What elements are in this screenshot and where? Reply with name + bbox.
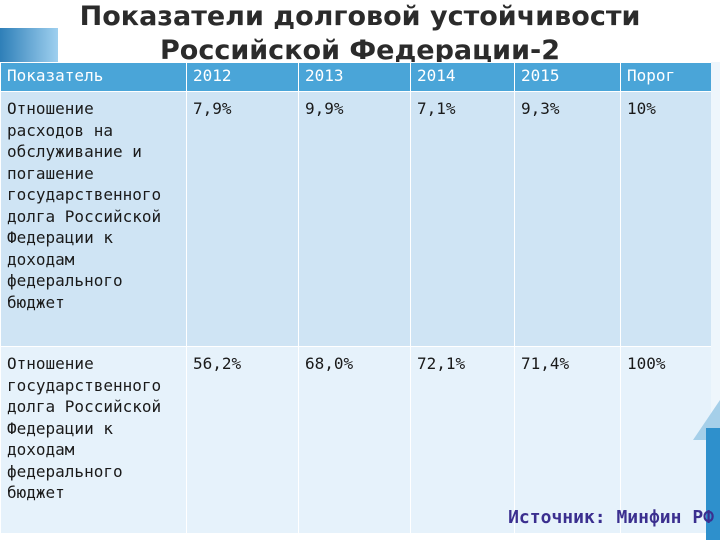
indicator-cell: Отношение расходов на обслуживание и пог… (0, 91, 187, 347)
source-note: Источник: Минфин РФ (508, 507, 714, 528)
header-2015: 2015 (514, 62, 621, 92)
threshold-cell: 100% (620, 346, 712, 534)
value-cell: 56,2% (186, 346, 299, 534)
threshold-cell: 10% (620, 91, 712, 347)
value-cell: 9,9% (298, 91, 411, 347)
table-row: Отношение расходов на обслуживание и пог… (0, 91, 712, 347)
value-cell: 7,9% (186, 91, 299, 347)
indicator-cell: Отношение государственного долга Российс… (0, 346, 187, 534)
value-cell: 71,4% (514, 346, 621, 534)
header-threshold: Порог (620, 62, 712, 92)
debt-sustainability-table: Показатель 2012 2013 2014 2015 Порог Отн… (0, 62, 712, 534)
value-cell: 7,1% (410, 91, 515, 347)
table-header-row: Показатель 2012 2013 2014 2015 Порог (0, 62, 712, 92)
header-indicator: Показатель (0, 62, 187, 92)
title-accent-bar (0, 28, 58, 62)
slide-title: Показатели долговой устойчивости Российс… (0, 0, 720, 62)
header-2012: 2012 (186, 62, 299, 92)
value-cell: 9,3% (514, 91, 621, 347)
decorative-corner-bar (706, 428, 720, 540)
slide-title-line-2: Российской Федерации-2 (160, 35, 560, 62)
value-cell: 68,0% (298, 346, 411, 534)
header-2013: 2013 (298, 62, 411, 92)
slide-title-line-1: Показатели долговой устойчивости (79, 1, 641, 32)
right-edge-strip (711, 62, 720, 540)
table-row: Отношение государственного долга Российс… (0, 346, 712, 534)
value-cell: 72,1% (410, 346, 515, 534)
header-2014: 2014 (410, 62, 515, 92)
